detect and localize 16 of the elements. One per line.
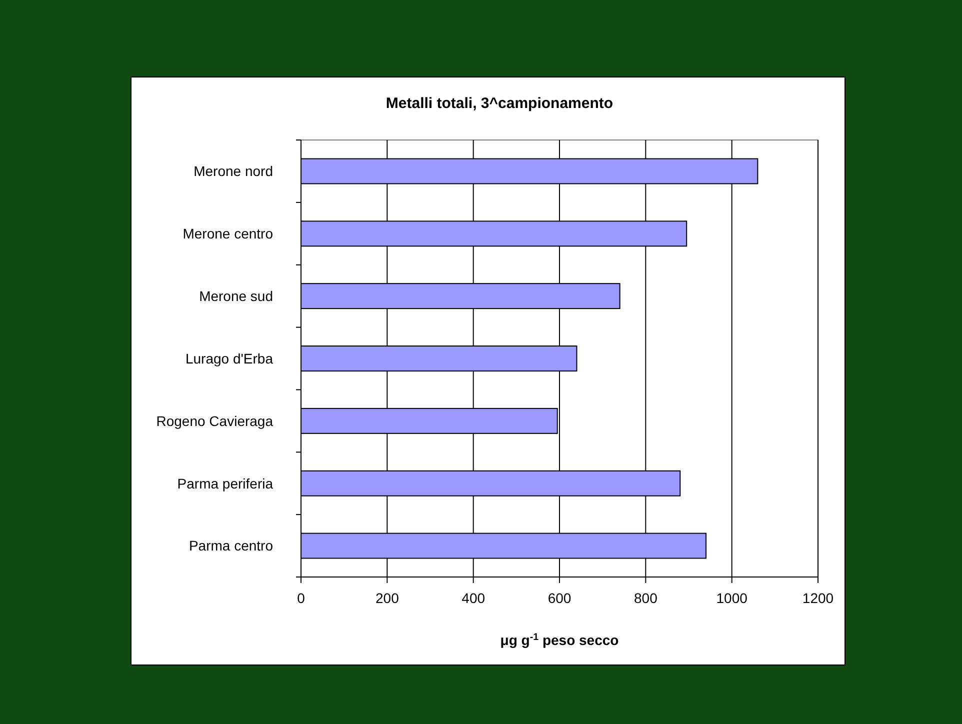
x-tick-label: 600: [548, 590, 572, 606]
y-tick-label: Parma periferia: [177, 475, 274, 492]
x-tick-label: 0: [297, 590, 306, 606]
y-tick-label: Lurago d'Erba: [185, 350, 274, 366]
y-tick-label: Merone sud: [199, 288, 273, 304]
chart-title: Metalli totali, 3^campionamento: [386, 95, 614, 112]
y-tick-label: Rogeno Cavieraga: [156, 412, 274, 429]
y-tick-label: Merone centro: [182, 226, 274, 242]
x-tick-label: 800: [634, 590, 658, 606]
x-tick-label: 200: [375, 590, 400, 606]
x-tick-label: 1000: [716, 590, 748, 606]
y-tick-label: Parma centro: [188, 538, 274, 554]
y-tick-label: Merone nord: [194, 163, 273, 180]
x-axis-title: μg g$^{-1}$ peso secco: [500, 632, 619, 648]
x-tick-label: 400: [462, 590, 486, 606]
x-tick-label: 1200: [802, 590, 834, 606]
